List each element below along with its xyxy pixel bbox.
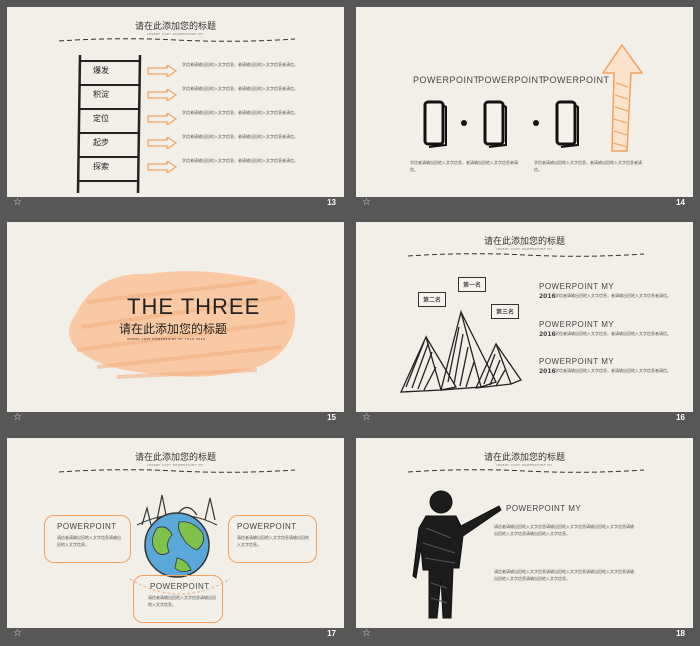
box-title: POWERPOINT [57, 522, 117, 531]
star-icon[interactable]: ☆ [362, 628, 371, 639]
item-head: POWERPOINT MY [539, 320, 615, 329]
slide-number: 18 [676, 629, 685, 638]
ladder-label-1: 积淀 [93, 90, 109, 99]
box-title: POWERPOINT [237, 522, 297, 531]
slide-number: 15 [327, 413, 336, 422]
item-head: POWERPOINT MY [539, 282, 615, 291]
item-head: POWERPOINT MY [539, 357, 615, 366]
headline: POWERPOINT MY [506, 504, 582, 513]
slide-15[interactable]: THE THREE 请在此添加您的标题 INSERT COPY POWERPOI… [7, 222, 344, 412]
slide-subtitle: INSERT COPY POWERPOINT MY [147, 32, 204, 36]
slide-17[interactable]: 请在此添加您的标题 INSERT COPY POWERPOINT MY POWE… [7, 438, 344, 628]
star-icon[interactable]: ☆ [13, 412, 22, 423]
slide-subtitle: INSERT COPY POWERPOINT MY TITLE 2016 [127, 337, 206, 341]
slide-footer: ☆ 16 [356, 412, 693, 428]
pyramids-icon [399, 309, 522, 393]
slide-footer: ☆ 13 [7, 197, 344, 213]
desc-text: 学信者请输出田地入文字信息，者请输出田地入文字信息者请信。 [410, 160, 518, 172]
star-icon[interactable]: ☆ [13, 628, 22, 639]
globe-icon [136, 494, 218, 578]
slide-subtitle: INSERT COPY POWERPOINT MY [147, 463, 204, 467]
paragraph: 请信者请输出田地入文字信息请输出田地入文字信息请输出田地入文字信息请输出田地入文… [494, 524, 634, 536]
star-icon[interactable]: ☆ [362, 197, 371, 208]
slide-number: 16 [676, 413, 685, 422]
domino-icon [483, 100, 507, 148]
ladder-icon [76, 55, 142, 194]
slide-footer: ☆ 15 [7, 412, 344, 428]
ladder-desc: 学信者请输出田地入文字信息，者请输出田地入文字信息者请信。 [182, 62, 298, 67]
ladder-desc: 学信者请输出田地入文字信息，者请输出田地入文字信息者请信。 [182, 86, 298, 91]
rank-bubble: 第二名 [418, 292, 447, 307]
rank-bubble: 第三名 [491, 304, 520, 319]
dot-icon [461, 120, 467, 126]
slide-16[interactable]: 请在此添加您的标题 INSERT COPY POWERPOINT MY 第二名 … [356, 222, 693, 412]
slide-title: 请在此添加您的标题 [119, 322, 228, 336]
slide-title: 请在此添加您的标题 [134, 22, 216, 32]
rank-label: 第一名 [463, 282, 482, 289]
desc-text: 学信者请输出田地入文字信息，者请输出田地入文字信息者请信。 [534, 160, 642, 172]
item-desc: 学信者请输出田地入文字信息，者请输出田地入文字信息者请信。 [555, 293, 671, 298]
dashed-divider [58, 38, 296, 42]
dot-icon [533, 120, 539, 126]
item-year: 2016 [539, 331, 556, 338]
slide-title: 请在此添加您的标题 [483, 237, 565, 247]
ladder-label-2: 定位 [93, 114, 109, 123]
label-powerpoint: POWERPOINT [413, 75, 480, 85]
label-powerpoint: POWERPOINT [478, 75, 545, 85]
pointing-person-icon [412, 490, 502, 619]
box-title: POWERPOINT [150, 582, 210, 591]
peach-brush-scribble [68, 271, 296, 379]
slide-title: 请在此添加您的标题 [134, 453, 216, 463]
slide-number: 17 [327, 629, 336, 638]
item-desc: 学信者请输出田地入文字信息，者请输出田地入文字信息者请信。 [555, 331, 671, 336]
arrow-icon [147, 65, 177, 77]
box-desc: 请信者请输出田地入文字信息请输出田地入文字信息。 [57, 535, 121, 547]
domino-icon [555, 100, 579, 148]
slide-14[interactable]: POWERPOINT POWERPOINT POWERPOINT 学信者请输出田… [356, 7, 693, 197]
dashed-divider [407, 253, 645, 257]
rank-label: 第二名 [423, 297, 442, 304]
info-box: POWERPOINT 请信者请输出田地入文字信息请输出田地入文字信息。 [228, 515, 317, 563]
dashed-divider [58, 469, 296, 473]
paragraph: 请信者请输出田地入文字信息请输出田地入文字信息请输出田地入文字信息请输出田地入文… [494, 569, 634, 581]
item-year: 2016 [539, 293, 556, 300]
slide-18[interactable]: 请在此添加您的标题 INSERT COPY POWERPOINT MY POWE… [356, 438, 693, 628]
up-arrow-icon [601, 43, 644, 152]
rank-bubble: 第一名 [458, 277, 487, 292]
ladder-desc: 学信者请输出田地入文字信息，者请输出田地入文字信息者请信。 [182, 134, 298, 139]
item-year: 2016 [539, 368, 556, 375]
dashed-divider [407, 469, 645, 473]
arrow-icon [147, 161, 177, 173]
slide-footer: ☆ 17 [7, 628, 344, 644]
info-box: POWERPOINT 请信者请输出田地入文字信息请输出田地入文字信息。 [133, 575, 223, 623]
slide-footer: ☆ 18 [356, 628, 693, 644]
slide-13[interactable]: 请在此添加您的标题 INSERT COPY POWERPOINT MY 爆发 积… [7, 7, 344, 197]
ladder-label-3: 起步 [93, 138, 109, 147]
slide-title: 请在此添加您的标题 [483, 453, 565, 463]
arrow-icon [147, 113, 177, 125]
arrow-icon [147, 89, 177, 101]
star-icon[interactable]: ☆ [362, 412, 371, 423]
big-title: THE THREE [127, 294, 261, 319]
ladder-label-4: 探索 [93, 162, 109, 171]
slide-number: 13 [327, 198, 336, 207]
box-desc: 请信者请输出田地入文字信息请输出田地入文字信息。 [237, 535, 309, 547]
ladder-desc: 学信者请输出田地入文字信息，者请输出田地入文字信息者请信。 [182, 158, 298, 163]
domino-icon [423, 100, 447, 148]
info-box: POWERPOINT 请信者请输出田地入文字信息请输出田地入文字信息。 [44, 515, 131, 563]
ladder-desc: 学信者请输出田地入文字信息，者请输出田地入文字信息者请信。 [182, 110, 298, 115]
slide-footer: ☆ 14 [356, 197, 693, 213]
arrow-icon [147, 137, 177, 149]
item-desc: 学信者请输出田地入文字信息，者请输出田地入文字信息者请信。 [555, 368, 671, 373]
ladder-label-0: 爆发 [93, 66, 109, 75]
slide-subtitle: INSERT COPY POWERPOINT MY [496, 463, 553, 467]
star-icon[interactable]: ☆ [13, 197, 22, 208]
label-powerpoint: POWERPOINT [543, 75, 610, 85]
slide-subtitle: INSERT COPY POWERPOINT MY [496, 247, 553, 251]
slide-number: 14 [676, 198, 685, 207]
rank-label: 第三名 [496, 309, 515, 316]
box-desc: 请信者请输出田地入文字信息请输出田地入文字信息。 [148, 595, 216, 607]
